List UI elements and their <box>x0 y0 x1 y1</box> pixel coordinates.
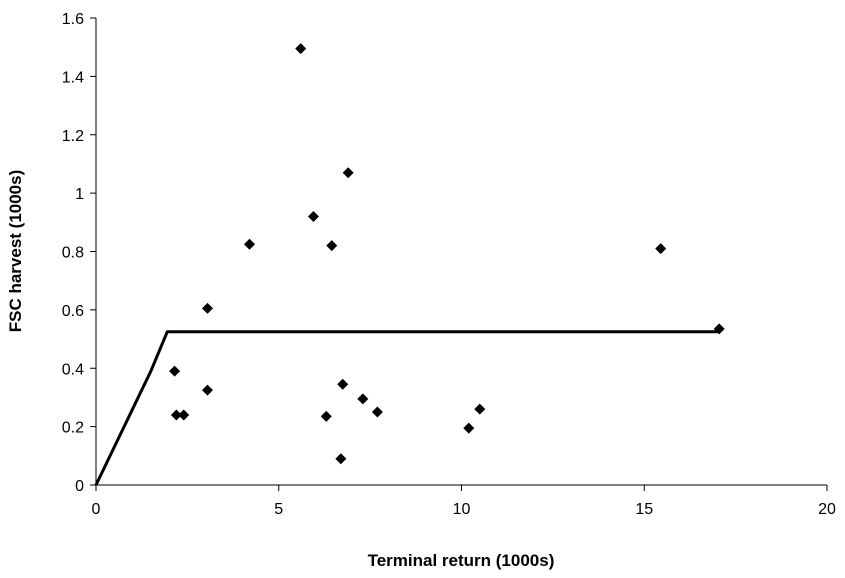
threshold-line <box>94 330 720 486</box>
y-tick-label: 0.8 <box>62 245 84 262</box>
data-point <box>295 43 307 55</box>
data-point <box>337 378 349 390</box>
data-point <box>463 422 475 434</box>
y-axis-ticks: 0 0.2 0.4 0.6 0.8 1 1.2 1.4 1.6 <box>62 11 96 495</box>
data-point <box>307 210 319 222</box>
x-tick-label: 20 <box>818 501 836 518</box>
y-tick-label: 0.4 <box>62 361 84 378</box>
data-point <box>371 406 383 418</box>
data-point <box>169 365 181 377</box>
data-point <box>335 453 347 465</box>
data-point <box>474 403 486 415</box>
x-tick-label: 0 <box>92 501 101 518</box>
data-point <box>357 393 369 405</box>
data-point <box>244 238 256 250</box>
y-tick-label: 0.6 <box>62 303 84 320</box>
x-axis-title: Terminal return (1000s) <box>368 551 555 570</box>
data-point <box>655 243 667 255</box>
y-tick-label: 1.2 <box>62 128 84 145</box>
y-tick-label: 1.6 <box>62 11 84 28</box>
data-point <box>320 410 332 422</box>
y-tick-label: 1 <box>75 186 84 203</box>
y-tick-label: 0 <box>75 478 84 495</box>
scatter-series <box>169 43 725 465</box>
data-point <box>326 240 338 252</box>
data-point <box>201 384 213 396</box>
threshold-line-series <box>94 330 720 486</box>
y-tick-label: 1.4 <box>62 69 84 86</box>
x-tick-label: 10 <box>453 501 471 518</box>
y-axis-title: FSC harvest (1000s) <box>6 170 25 333</box>
y-tick-label: 0.2 <box>62 420 84 437</box>
x-tick-label: 15 <box>635 501 653 518</box>
data-point <box>170 409 182 421</box>
x-tick-label: 5 <box>274 501 283 518</box>
data-point <box>713 323 725 335</box>
data-point <box>201 302 213 314</box>
data-point <box>178 409 190 421</box>
x-axis-ticks: 0 5 10 15 20 <box>92 485 836 518</box>
data-point <box>342 167 354 179</box>
